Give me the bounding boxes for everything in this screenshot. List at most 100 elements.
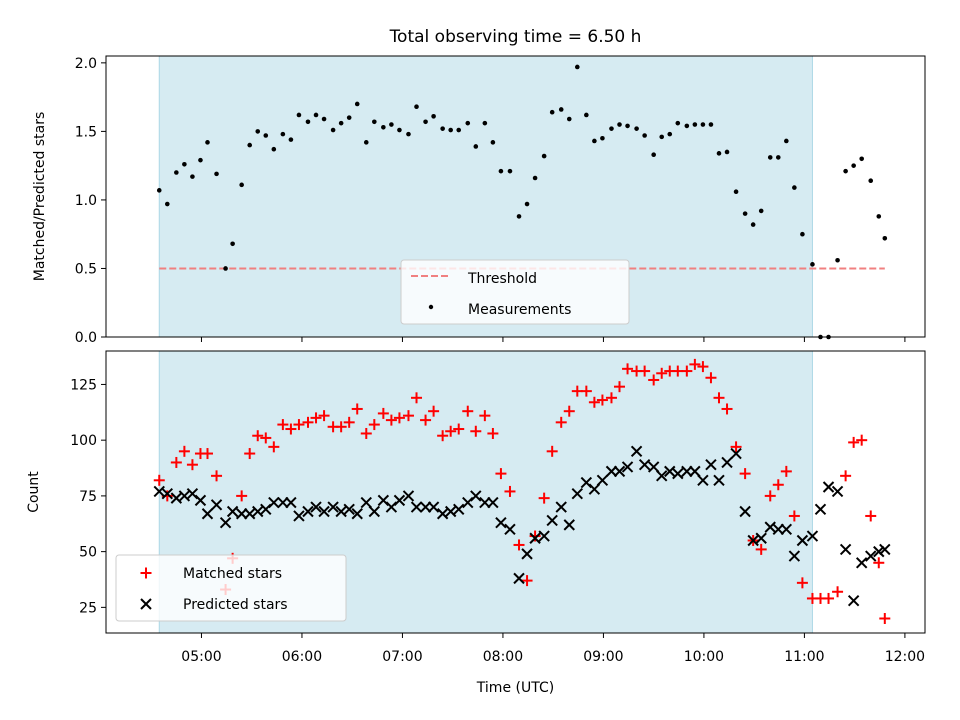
measurement-point	[465, 120, 471, 126]
measurement-point	[271, 146, 277, 152]
x-tick-label: 12:00	[885, 649, 925, 665]
predicted-star-point	[302, 505, 314, 518]
matched-star-point	[614, 381, 626, 393]
measurement-point	[843, 168, 848, 174]
measurement-point	[810, 262, 815, 267]
marker-stroke-b	[855, 557, 868, 569]
matched-star-point	[788, 510, 800, 522]
measurement-point	[634, 126, 639, 131]
marker-stroke-b	[410, 501, 423, 513]
predicted-star-point	[873, 545, 885, 558]
measurement-point	[566, 116, 572, 122]
measurement-point	[675, 120, 681, 126]
predicted-star-point	[513, 572, 525, 585]
measurement-point	[724, 149, 730, 155]
marker-stroke-b	[546, 514, 558, 527]
matched-star-point	[730, 441, 742, 453]
y-tick-label: 1.5	[75, 124, 97, 140]
predicted-star-point	[697, 474, 709, 487]
marker-stroke-b	[194, 494, 207, 507]
predicted-star-point	[393, 494, 406, 507]
ratio-x-axis-ticks	[200, 337, 906, 342]
predicted-star-point	[546, 514, 558, 527]
ratio-y-axis-label: Matched/Predicted stars	[32, 112, 48, 282]
counts-legend-box	[115, 554, 347, 622]
marker-stroke-b	[721, 456, 733, 469]
marker-stroke-b	[293, 510, 305, 522]
matched-star-point	[495, 468, 507, 480]
matched-star-point	[277, 419, 289, 431]
measurement-point	[440, 126, 445, 131]
marker-stroke-b	[402, 490, 415, 502]
predicted-star-point	[839, 543, 852, 556]
measurement-point	[330, 127, 336, 133]
matched-star-point	[244, 448, 256, 460]
marker-stroke-b	[596, 474, 609, 487]
measurement-point	[524, 201, 530, 207]
matched-star-point	[596, 394, 608, 406]
matched-star-point	[268, 441, 280, 453]
marker-stroke-b	[504, 523, 516, 536]
measurement-point	[868, 178, 874, 184]
matched-star-point	[681, 365, 693, 377]
predicted-star-point	[739, 505, 751, 518]
measurement-point	[239, 182, 244, 188]
predicted-star-point	[847, 594, 860, 607]
matched-star-point	[445, 425, 457, 437]
matched-star-point	[865, 510, 877, 522]
measurement-point	[750, 222, 756, 227]
matched-star-point	[252, 430, 264, 442]
measurement-point	[507, 168, 513, 174]
counts-axes-frame	[105, 350, 926, 634]
measurement-point	[667, 131, 673, 137]
matched-star-point	[470, 425, 482, 437]
matched-star-point	[588, 396, 600, 408]
matched-star-point	[351, 403, 363, 415]
legend-measurements-label: Measurements	[468, 302, 571, 318]
measurement-point	[397, 127, 402, 133]
marker-stroke-b	[219, 516, 232, 529]
marker-stroke-b	[580, 476, 593, 489]
marker-stroke-b	[713, 474, 725, 487]
matched-star-point	[153, 474, 165, 486]
marker-stroke-b	[153, 485, 165, 498]
ratio-legend: Threshold Measurements	[400, 259, 630, 325]
predicted-star-point	[318, 505, 330, 518]
matched-star-point	[260, 432, 272, 444]
time-x-axis-ticks: 05:00 06:00 07:00 08:00 09:00 10:00 11:00 12:00	[181, 633, 925, 665]
marker-stroke-b	[739, 505, 751, 518]
x-tick-label: 07:00	[382, 649, 422, 665]
marker-stroke-b	[161, 487, 174, 500]
predicted-star-point	[521, 548, 533, 560]
y-tick-label: 75	[79, 489, 97, 505]
matched-star-point	[873, 557, 885, 569]
y-tick-label: 100	[70, 433, 97, 449]
matched-star-point	[555, 416, 567, 428]
marker-stroke-b	[513, 572, 525, 585]
predicted-star-point	[672, 467, 684, 480]
matched-star-point	[293, 419, 305, 431]
matched-star-point	[648, 374, 660, 386]
measurement-point	[617, 122, 622, 127]
marker-stroke-b	[555, 501, 567, 513]
measurement-point	[575, 64, 580, 70]
marker-stroke-b	[638, 458, 651, 471]
predicted-star-point	[252, 505, 264, 518]
marker-stroke-b	[529, 532, 541, 544]
matched-star-point	[856, 434, 868, 446]
matched-star-point	[639, 365, 651, 377]
measurement-point	[198, 157, 203, 163]
measurement-point	[263, 133, 269, 138]
marker-stroke-b	[444, 505, 457, 518]
measurement-point	[164, 201, 170, 207]
matched-star-point	[428, 405, 440, 417]
measurement-point	[223, 266, 228, 271]
matched-star-point	[605, 392, 617, 404]
measurement-point	[174, 170, 179, 175]
predicted-star-point	[427, 501, 440, 513]
predicted-star-point	[201, 508, 214, 520]
predicted-star-point	[410, 501, 423, 513]
marker-stroke-b	[764, 521, 776, 533]
matched-star-point	[343, 416, 355, 428]
counts-y-axis-ticks: 25 50 75 100 125	[70, 377, 106, 616]
